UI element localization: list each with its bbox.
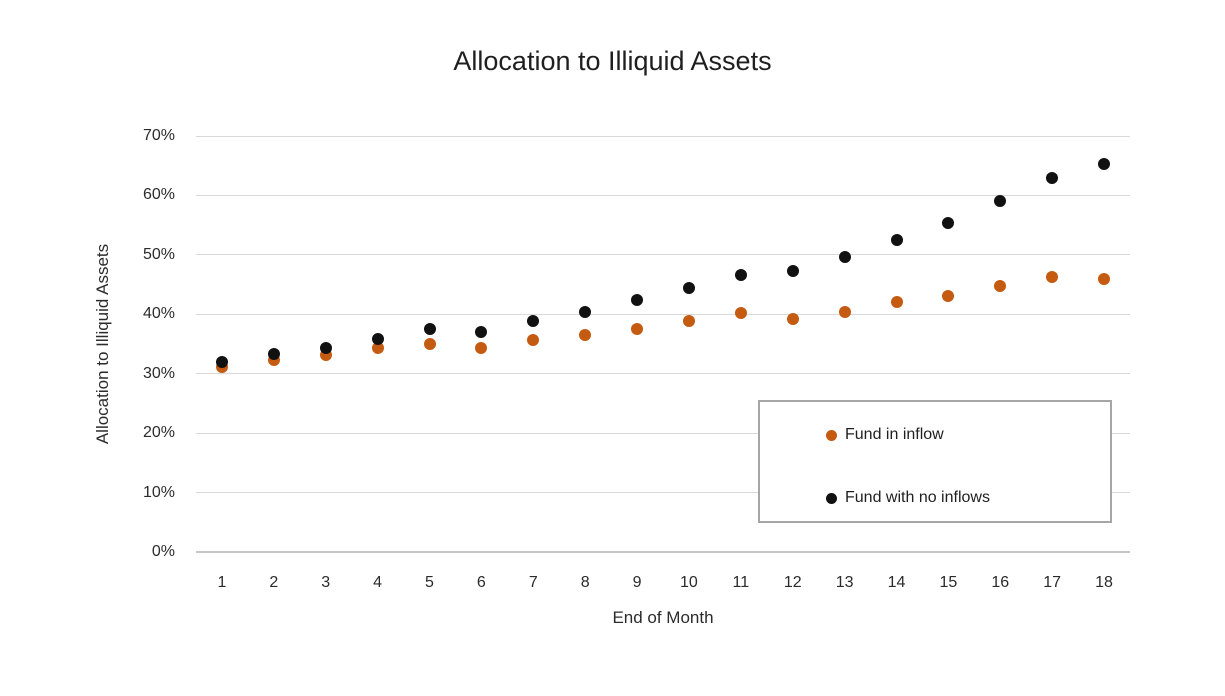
legend-marker-fund-in-inflow <box>826 429 837 441</box>
x-tick-label: 14 <box>887 574 906 591</box>
data-point-fund-with-no-inflows-m4 <box>371 332 384 345</box>
data-point-fund-with-no-inflows-m11 <box>734 269 747 282</box>
data-point-fund-with-no-inflows-m2 <box>267 348 280 361</box>
y-tick-label: 0% <box>151 543 175 560</box>
x-tick-label: 13 <box>835 574 854 591</box>
gridline <box>196 432 1130 434</box>
x-tick-label: 5 <box>425 574 434 591</box>
y-tick-label: 50% <box>142 245 175 263</box>
x-tick-label: 3 <box>321 574 331 591</box>
data-point-fund-in-inflow-m6 <box>475 341 488 354</box>
legend: Fund in inflow Fund with no inflows <box>758 400 1112 523</box>
gridline <box>196 313 1130 315</box>
y-tick-label: 70% <box>142 127 175 144</box>
x-tick-label: 8 <box>580 574 590 591</box>
gridline <box>196 373 1130 375</box>
chart-title: Allocation to Illiquid Assets <box>453 46 772 76</box>
data-point-fund-in-inflow-m13 <box>838 305 851 318</box>
data-point-fund-in-inflow-m15 <box>942 289 955 302</box>
x-tick-label: 12 <box>783 574 802 591</box>
x-tick-label: 16 <box>991 574 1010 591</box>
data-point-fund-with-no-inflows-m12 <box>786 265 799 278</box>
x-axis-line <box>196 551 1130 553</box>
gridline <box>196 492 1130 494</box>
data-point-fund-in-inflow-m4 <box>371 342 384 355</box>
gridline <box>196 135 1130 137</box>
x-axis-title: End of Month <box>612 608 714 627</box>
data-point-fund-in-inflow-m9 <box>631 322 644 335</box>
x-tick-label: 6 <box>476 574 486 591</box>
x-tick-label: 9 <box>632 574 642 591</box>
data-point-fund-in-inflow-m8 <box>579 329 592 342</box>
x-tick-label: 18 <box>1095 574 1113 591</box>
data-point-fund-with-no-inflows-m9 <box>631 294 644 307</box>
data-point-fund-in-inflow-m14 <box>890 295 903 308</box>
x-tick-label: 1 <box>217 574 227 591</box>
data-point-fund-in-inflow-m17 <box>1046 270 1059 283</box>
x-tick-label: 2 <box>269 574 279 591</box>
y-tick-label: 30% <box>142 364 175 382</box>
x-tick-label: 7 <box>528 574 538 591</box>
gridline <box>196 194 1130 196</box>
data-point-fund-with-no-inflows-m3 <box>319 342 332 355</box>
y-tick-label: 60% <box>142 186 175 204</box>
x-tick-label: 10 <box>680 574 698 591</box>
data-point-fund-in-inflow-m7 <box>527 333 540 346</box>
data-point-fund-with-no-inflows-m7 <box>527 314 540 327</box>
data-point-fund-with-no-inflows-m16 <box>994 194 1007 207</box>
data-point-fund-in-inflow-m11 <box>734 306 747 319</box>
data-point-fund-in-inflow-m5 <box>423 338 436 350</box>
data-point-fund-with-no-inflows-m10 <box>682 281 695 294</box>
data-point-fund-with-no-inflows-m13 <box>838 251 851 264</box>
legend-label-fund-with-no-inflows: Fund with no inflows <box>845 489 990 506</box>
x-tick-label: 11 <box>732 574 750 591</box>
gridline <box>196 254 1130 256</box>
x-tick-label: 4 <box>373 574 383 591</box>
legend-item-fund-with-no-inflows: Fund with no inflows <box>826 487 990 509</box>
data-point-fund-with-no-inflows-m5 <box>423 323 436 336</box>
data-point-fund-with-no-inflows-m18 <box>1098 157 1111 170</box>
x-tick-label: 15 <box>939 574 958 591</box>
y-tick-label: 40% <box>142 305 175 323</box>
data-point-fund-in-inflow-m12 <box>786 313 799 326</box>
data-point-fund-with-no-inflows-m17 <box>1046 172 1059 185</box>
data-point-fund-in-inflow-m10 <box>682 315 695 328</box>
data-point-fund-with-no-inflows-m14 <box>890 234 903 246</box>
legend-item-fund-in-inflow: Fund in inflow <box>826 424 944 446</box>
data-point-fund-in-inflow-m16 <box>994 279 1007 292</box>
x-tick-label: 17 <box>1043 574 1062 591</box>
data-point-fund-with-no-inflows-m8 <box>579 305 592 318</box>
data-point-fund-with-no-inflows-m6 <box>475 325 488 338</box>
data-point-fund-with-no-inflows-m1 <box>215 355 228 368</box>
data-point-fund-with-no-inflows-m15 <box>942 216 955 229</box>
data-point-fund-in-inflow-m18 <box>1098 273 1111 286</box>
legend-label-fund-in-inflow: Fund in inflow <box>845 426 944 443</box>
y-tick-label: 20% <box>142 424 175 442</box>
legend-marker-fund-with-no-inflows <box>826 492 837 504</box>
y-tick-label: 10% <box>142 483 175 501</box>
